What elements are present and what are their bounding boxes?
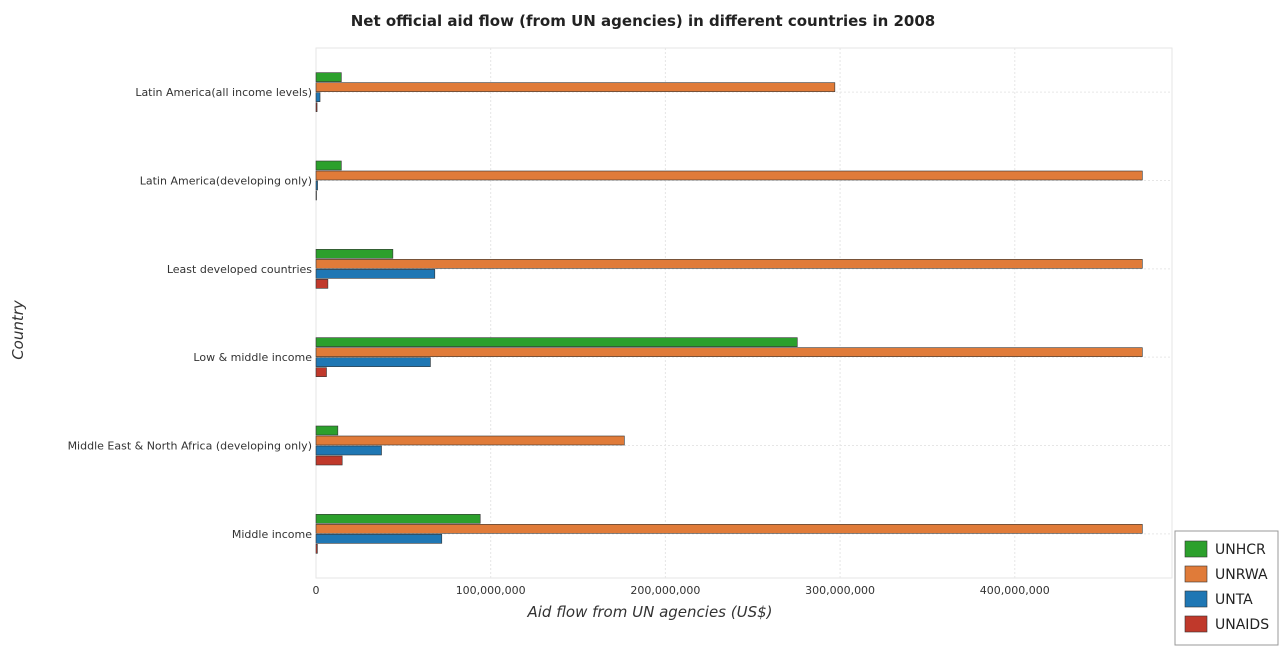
- bar-unrwa: [315, 170, 1143, 181]
- bar-unaids: [315, 544, 318, 554]
- x-tick-label: 300,000,000: [805, 584, 875, 597]
- bar-unaids: [315, 102, 318, 112]
- bars: [315, 72, 1143, 554]
- bar-unhcr: [315, 249, 394, 259]
- x-axis-label: Aid flow from UN agencies (US$): [526, 603, 772, 621]
- bar-unta: [315, 445, 382, 456]
- bar-unrwa: [315, 435, 625, 446]
- x-tick-label: 0: [313, 584, 320, 597]
- bar-unhcr: [315, 514, 481, 524]
- y-axis-label: Country: [9, 299, 27, 360]
- bar-unrwa: [315, 524, 1143, 534]
- y-tick-label: Middle income: [232, 528, 312, 541]
- grid: [315, 47, 1173, 579]
- y-tick-label: Latin America(developing only): [140, 175, 312, 188]
- bar-unta: [315, 92, 321, 102]
- legend-swatch-unaids: [1184, 615, 1208, 633]
- x-tick-label: 400,000,000: [980, 584, 1050, 597]
- legend: UNHCR UNRWA UNTA UNAIDS: [1174, 530, 1279, 646]
- legend-label-unaids: UNAIDS: [1215, 617, 1269, 633]
- legend-swatch-unhcr: [1184, 540, 1208, 558]
- legend-label-unrwa: UNRWA: [1215, 567, 1268, 583]
- bar-unrwa: [315, 82, 836, 92]
- bar-unaids: [315, 367, 327, 377]
- y-tick-label: Low & middle income: [193, 351, 312, 364]
- bar-unta: [315, 269, 436, 279]
- bar-unta: [315, 357, 431, 367]
- y-tick-labels: Latin America(all income levels) Latin Am…: [68, 86, 313, 541]
- plot-frame: [315, 47, 1173, 579]
- x-tick-label: 100,000,000: [456, 584, 526, 597]
- bar-unaids: [315, 279, 329, 289]
- chart-title: Net official aid flow (from UN agencies)…: [351, 12, 935, 30]
- bar-unrwa: [315, 347, 1143, 357]
- x-tick-labels: 0 100,000,000 200,000,000 300,000,000 400,00…: [313, 584, 1050, 597]
- legend-swatch-unrwa: [1184, 565, 1208, 583]
- bar-unhcr: [315, 160, 342, 171]
- x-tick-label: 200,000,000: [630, 584, 700, 597]
- bar-unta: [315, 534, 443, 544]
- y-tick-label: Latin America(all income levels): [135, 86, 312, 99]
- legend-swatch-unta: [1184, 590, 1208, 608]
- bar-unhcr: [315, 337, 798, 347]
- bar-unta: [315, 180, 318, 191]
- legend-label-unhcr: UNHCR: [1215, 542, 1266, 558]
- legend-label-unta: UNTA: [1215, 592, 1253, 608]
- y-tick-label: Middle East & North Africa (developing o…: [68, 440, 312, 453]
- bar-unaids: [315, 190, 317, 201]
- y-tick-label: Least developed countries: [167, 263, 312, 276]
- bar-unhcr: [315, 425, 339, 436]
- bar-unrwa: [315, 259, 1143, 269]
- bar-unhcr: [315, 72, 342, 82]
- bar-unaids: [315, 455, 343, 466]
